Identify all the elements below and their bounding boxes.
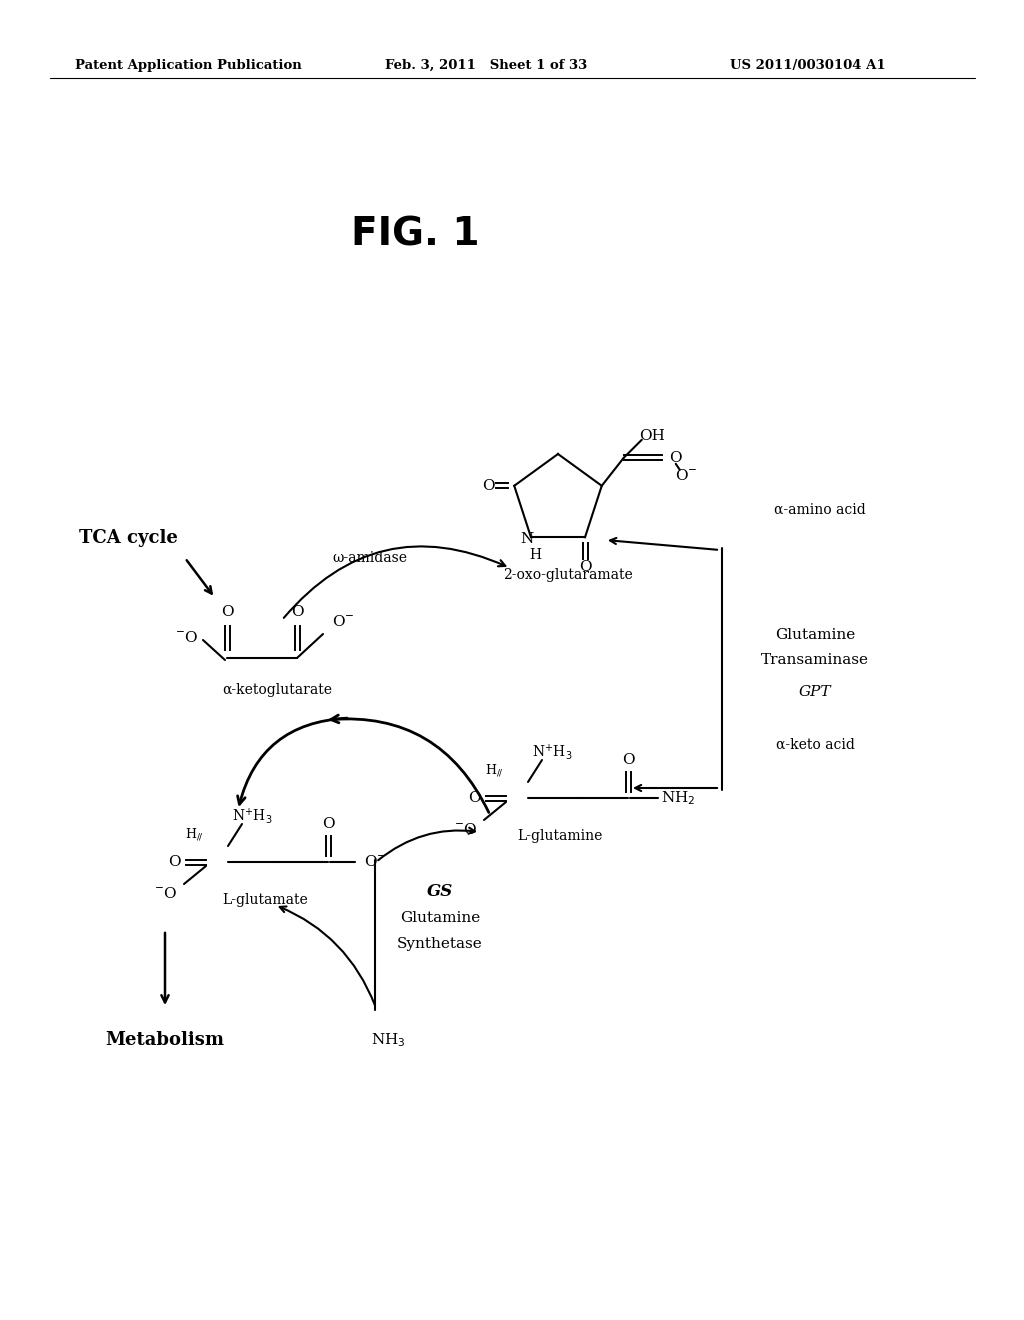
Text: NH$_2$: NH$_2$ bbox=[660, 789, 695, 807]
Text: US 2011/0030104 A1: US 2011/0030104 A1 bbox=[730, 58, 886, 71]
Text: Synthetase: Synthetase bbox=[397, 937, 483, 950]
Text: N$^{+}$H$_3$: N$^{+}$H$_3$ bbox=[231, 807, 272, 826]
Text: NH$_3$: NH$_3$ bbox=[371, 1031, 406, 1049]
Text: Glutamine: Glutamine bbox=[775, 628, 855, 642]
Text: O: O bbox=[622, 752, 634, 767]
Text: GS: GS bbox=[427, 883, 454, 900]
Text: O: O bbox=[579, 560, 591, 574]
Text: Metabolism: Metabolism bbox=[105, 1031, 224, 1049]
Text: Feb. 3, 2011   Sheet 1 of 33: Feb. 3, 2011 Sheet 1 of 33 bbox=[385, 58, 587, 71]
Text: α-ketoglutarate: α-ketoglutarate bbox=[222, 682, 332, 697]
Text: α-amino acid: α-amino acid bbox=[774, 503, 866, 517]
Text: O: O bbox=[221, 605, 233, 619]
Text: OH: OH bbox=[639, 429, 665, 442]
Text: O$^{-}$: O$^{-}$ bbox=[332, 615, 354, 630]
Text: H$_{//}$: H$_{//}$ bbox=[184, 826, 204, 842]
Text: O: O bbox=[322, 817, 334, 832]
Text: O: O bbox=[670, 451, 682, 465]
Text: H$_{//}$: H$_{//}$ bbox=[484, 762, 504, 777]
Text: O: O bbox=[468, 791, 480, 805]
Text: ω-amidase: ω-amidase bbox=[333, 550, 408, 565]
Text: O: O bbox=[482, 479, 495, 492]
Text: $^{-}$O: $^{-}$O bbox=[455, 822, 477, 837]
Text: N$^{+}$H$_3$: N$^{+}$H$_3$ bbox=[531, 742, 572, 762]
Text: α-keto acid: α-keto acid bbox=[775, 738, 854, 752]
Text: N: N bbox=[520, 532, 534, 546]
Text: Glutamine: Glutamine bbox=[400, 911, 480, 925]
Text: FIG. 1: FIG. 1 bbox=[351, 216, 479, 253]
Text: O$^{-}$: O$^{-}$ bbox=[675, 469, 697, 483]
Text: 2-oxo-glutaramate: 2-oxo-glutaramate bbox=[503, 568, 633, 582]
Text: O$^{-}$: O$^{-}$ bbox=[364, 854, 386, 870]
Text: L-glutamate: L-glutamate bbox=[222, 894, 308, 907]
Text: Transaminase: Transaminase bbox=[761, 653, 869, 667]
Text: TCA cycle: TCA cycle bbox=[79, 529, 177, 546]
Text: Patent Application Publication: Patent Application Publication bbox=[75, 58, 302, 71]
Text: O: O bbox=[168, 855, 180, 869]
Text: $^{-}$O: $^{-}$O bbox=[155, 887, 177, 902]
Text: H: H bbox=[529, 548, 541, 562]
Text: $^{-}$O: $^{-}$O bbox=[175, 631, 199, 645]
Text: GPT: GPT bbox=[799, 685, 831, 700]
Text: L-glutamine: L-glutamine bbox=[517, 829, 603, 843]
Text: O: O bbox=[291, 605, 303, 619]
